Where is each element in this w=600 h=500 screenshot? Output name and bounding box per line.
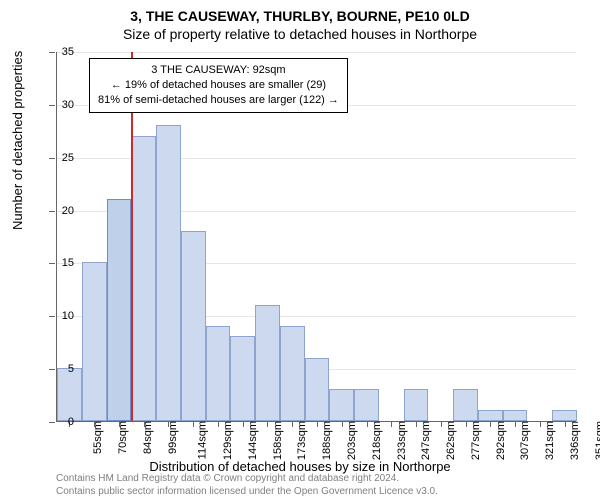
histogram-bar: [82, 262, 107, 421]
histogram-bar: [354, 389, 379, 421]
annotation-box: 3 THE CAUSEWAY: 92sqm ← 19% of detached …: [89, 58, 348, 113]
histogram-bar: [181, 231, 206, 421]
histogram-bar: [230, 336, 255, 421]
x-tick-label: 173sqm: [297, 421, 309, 460]
x-tick: [243, 421, 244, 427]
x-tick-label: 158sqm: [272, 421, 284, 460]
x-tick: [119, 421, 120, 427]
x-tick: [317, 421, 318, 427]
x-tick: [342, 421, 343, 427]
x-tick-label: 188sqm: [321, 421, 333, 460]
histogram-bar: [503, 410, 528, 421]
x-tick: [466, 421, 467, 427]
histogram-bar: [156, 125, 181, 421]
footer-line-2: Contains public sector information licen…: [56, 486, 438, 499]
x-tick-label: 114sqm: [197, 421, 209, 459]
x-tick-label: 247sqm: [420, 421, 432, 460]
annotation-line-3: 81% of semi-detached houses are larger (…: [98, 93, 339, 108]
x-tick: [193, 421, 194, 427]
histogram-bar: [280, 326, 305, 421]
y-tick-label: 10: [62, 310, 74, 322]
x-tick: [144, 421, 145, 427]
x-tick: [292, 421, 293, 427]
y-tick: [49, 263, 55, 264]
y-tick: [49, 211, 55, 212]
chart-title-main: 3, THE CAUSEWAY, THURLBY, BOURNE, PE10 0…: [0, 8, 600, 24]
x-tick: [490, 421, 491, 427]
x-axis-label: Distribution of detached houses by size …: [0, 459, 600, 474]
x-tick-label: 292sqm: [495, 421, 507, 460]
x-tick: [540, 421, 541, 427]
x-tick-label: 129sqm: [222, 421, 234, 460]
x-tick: [515, 421, 516, 427]
y-tick-label: 30: [62, 99, 74, 111]
histogram-bar: [305, 358, 330, 421]
x-tick-label: 144sqm: [247, 421, 259, 460]
histogram-bar: [453, 389, 478, 421]
histogram-bar: [552, 410, 577, 421]
y-tick-label: 25: [62, 152, 74, 164]
histogram-bar: [404, 389, 429, 421]
y-tick-label: 15: [62, 257, 74, 269]
x-tick-label: 203sqm: [346, 421, 358, 460]
plot-area: 3 THE CAUSEWAY: 92sqm ← 19% of detached …: [56, 52, 576, 422]
y-tick-label: 0: [68, 416, 74, 428]
y-tick-label: 35: [62, 46, 74, 58]
x-tick: [94, 421, 95, 427]
histogram-bar: [107, 199, 132, 421]
y-tick: [49, 316, 55, 317]
x-tick: [565, 421, 566, 427]
x-tick: [168, 421, 169, 427]
x-tick: [441, 421, 442, 427]
x-tick-label: 307sqm: [519, 421, 531, 460]
annotation-line-2: ← 19% of detached houses are smaller (29…: [98, 78, 339, 93]
histogram-chart: 3, THE CAUSEWAY, THURLBY, BOURNE, PE10 0…: [0, 0, 600, 500]
grid-line: [57, 52, 576, 53]
histogram-bar: [255, 305, 280, 421]
histogram-bar: [329, 389, 354, 421]
footer-attribution: Contains HM Land Registry data © Crown c…: [56, 473, 438, 498]
histogram-bar: [478, 410, 503, 421]
chart-title-sub: Size of property relative to detached ho…: [0, 26, 600, 42]
x-tick: [218, 421, 219, 427]
y-tick: [49, 52, 55, 53]
y-tick: [49, 158, 55, 159]
histogram-bar: [131, 136, 156, 421]
y-tick: [49, 369, 55, 370]
x-tick-label: 262sqm: [445, 421, 457, 460]
y-tick-label: 5: [68, 363, 74, 375]
x-tick: [367, 421, 368, 427]
x-tick: [416, 421, 417, 427]
y-axis-label: Number of detached properties: [10, 51, 25, 230]
y-tick-label: 20: [62, 205, 74, 217]
y-tick: [49, 105, 55, 106]
x-tick: [391, 421, 392, 427]
histogram-bar: [57, 368, 82, 421]
x-tick-label: 233sqm: [396, 421, 408, 460]
chart-titles: 3, THE CAUSEWAY, THURLBY, BOURNE, PE10 0…: [0, 0, 600, 42]
x-tick-label: 336sqm: [569, 421, 581, 460]
histogram-bar: [206, 326, 231, 421]
x-tick: [267, 421, 268, 427]
annotation-line-1: 3 THE CAUSEWAY: 92sqm: [98, 63, 339, 78]
x-tick-label: 277sqm: [470, 421, 482, 460]
x-tick-label: 321sqm: [544, 421, 556, 460]
footer-line-1: Contains HM Land Registry data © Crown c…: [56, 473, 438, 486]
x-tick-label: 218sqm: [371, 421, 383, 460]
x-tick-label: 351sqm: [594, 421, 600, 460]
y-tick: [49, 422, 55, 423]
